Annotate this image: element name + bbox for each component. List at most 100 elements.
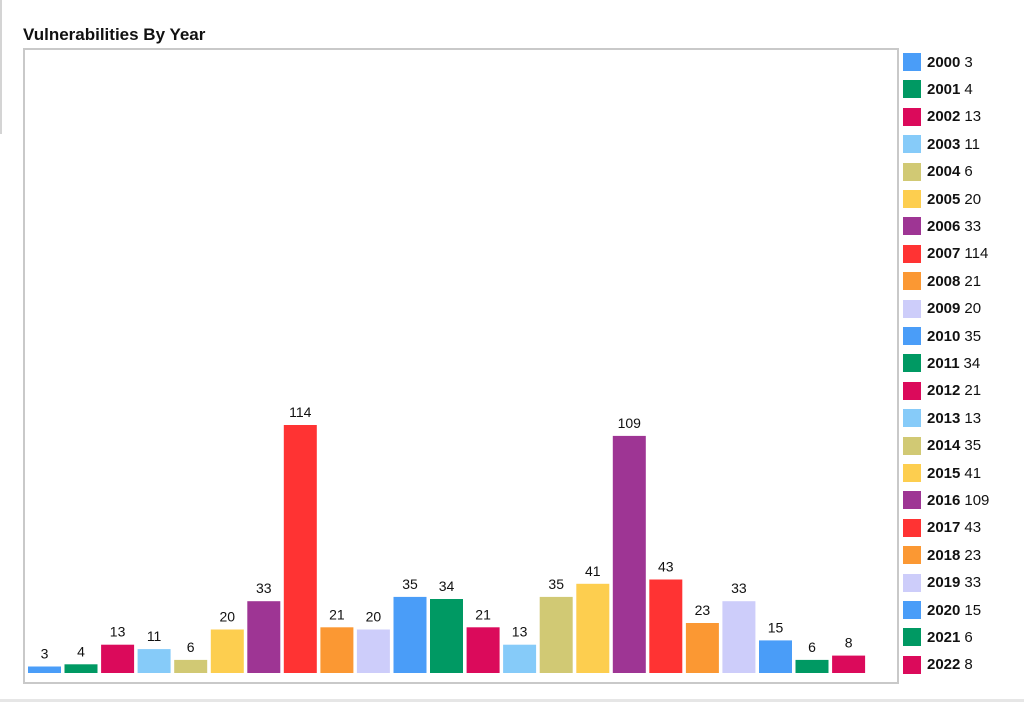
legend-item-2008: 2008 21 [903, 271, 981, 291]
legend-count: 6 [964, 163, 973, 181]
legend-swatch [903, 655, 921, 674]
bottom-edge [0, 699, 1024, 702]
bar-2011[interactable] [430, 599, 463, 673]
legend-item-2013: 2013 13 [903, 408, 981, 428]
legend-swatch [903, 107, 921, 126]
data-label-2022: 8 [845, 635, 853, 651]
legend-count: 33 [964, 574, 982, 592]
bar-2000[interactable] [28, 666, 61, 674]
data-label-2004: 6 [187, 639, 195, 655]
legend-year: 2015 [927, 464, 961, 482]
legend-count: 15 [964, 601, 982, 619]
bar-2003[interactable] [137, 649, 171, 673]
legend-year: 2000 [927, 53, 961, 71]
legend-item-2005: 2005 20 [903, 189, 981, 209]
legend-swatch [903, 491, 921, 510]
legend-swatch [903, 272, 921, 291]
legend-item-2000: 2000 3 [903, 52, 973, 72]
data-label-2019: 33 [731, 580, 747, 596]
legend-swatch [903, 409, 921, 428]
legend-count: 114 [964, 245, 989, 263]
legend-count: 21 [964, 272, 982, 290]
bar-2015[interactable] [576, 583, 610, 673]
legend-year: 2020 [927, 601, 961, 619]
legend-count: 35 [964, 327, 982, 345]
data-label-2016: 109 [618, 415, 642, 431]
legend-swatch [903, 327, 921, 345]
legend-count: 13 [964, 108, 982, 126]
legend-year: 2008 [927, 272, 961, 290]
legend-item-2001: 2001 4 [903, 79, 973, 99]
legend-count: 13 [964, 409, 982, 427]
bar-2007[interactable] [283, 425, 317, 673]
bar-2001[interactable] [64, 664, 98, 673]
legend-year: 2016 [927, 491, 961, 509]
legend-year: 2022 [927, 656, 961, 674]
bar-2021[interactable] [795, 659, 829, 673]
data-label-2001: 4 [77, 643, 85, 659]
bar-2005[interactable] [210, 629, 244, 674]
bar-2013[interactable] [503, 644, 537, 673]
bar-2016[interactable] [612, 435, 646, 673]
bar-2019[interactable] [722, 601, 756, 673]
legend-swatch [903, 162, 921, 181]
legend-item-2019: 2019 33 [903, 573, 981, 593]
data-label-2012: 21 [475, 606, 491, 622]
bar-2009[interactable] [356, 629, 390, 674]
legend-year: 2002 [927, 108, 961, 126]
legend-item-2012: 2012 21 [903, 381, 981, 401]
legend-count: 4 [964, 80, 973, 98]
legend-year: 2006 [927, 217, 961, 235]
bar-2002[interactable] [101, 644, 135, 673]
legend-swatch [903, 628, 921, 647]
bar-2012[interactable] [466, 627, 500, 673]
bar-2022[interactable] [832, 655, 866, 673]
legend-item-2009: 2009 20 [903, 299, 981, 319]
legend-count: 33 [964, 217, 982, 235]
legend-item-2014: 2014 35 [903, 436, 981, 456]
data-label-2000: 3 [41, 646, 49, 662]
bar-2018[interactable] [685, 623, 719, 673]
legend-swatch [903, 546, 921, 565]
legend-year: 2009 [927, 300, 961, 318]
legend-item-2016: 2016 109 [903, 490, 989, 510]
chart-title: Vulnerabilities By Year [23, 25, 206, 44]
legend-item-2006: 2006 33 [903, 216, 981, 236]
data-label-2006: 33 [256, 580, 272, 596]
legend-swatch [903, 381, 921, 400]
bar-2004[interactable] [174, 659, 208, 673]
legend-swatch [903, 53, 921, 71]
legend-swatch [903, 436, 921, 455]
legend-swatch [903, 299, 921, 318]
data-label-2018: 23 [695, 602, 711, 618]
legend-count: 21 [964, 382, 982, 400]
bar-2017[interactable] [649, 579, 683, 674]
data-label-2007: 114 [289, 404, 312, 420]
legend-item-2003: 2003 11 [903, 134, 980, 154]
legend-count: 8 [964, 656, 973, 674]
bar-2006[interactable] [247, 601, 281, 673]
legend-count: 6 [964, 628, 973, 646]
data-label-2002: 13 [110, 624, 126, 640]
legend-year: 2007 [927, 245, 961, 263]
bar-2020[interactable] [759, 640, 792, 673]
data-label-2021: 6 [808, 639, 816, 655]
bar-2008[interactable] [320, 627, 354, 673]
legend-item-2010: 2010 35 [903, 326, 981, 346]
data-label-2014: 35 [548, 576, 564, 592]
data-label-2008: 21 [329, 606, 345, 622]
legend-item-2022: 2022 8 [903, 655, 973, 675]
bar-2014[interactable] [539, 596, 573, 673]
bar-2010[interactable] [393, 596, 427, 673]
legend-swatch [903, 518, 921, 537]
legend-swatch [903, 573, 921, 592]
window-edge [0, 0, 2, 134]
plot-frame [23, 48, 899, 684]
legend-year: 2004 [927, 163, 961, 181]
legend-count: 20 [964, 300, 982, 318]
data-label-2003: 11 [147, 628, 162, 644]
legend-count: 34 [963, 354, 981, 372]
legend-item-2018: 2018 23 [903, 545, 981, 565]
legend-item-2004: 2004 6 [903, 162, 973, 182]
